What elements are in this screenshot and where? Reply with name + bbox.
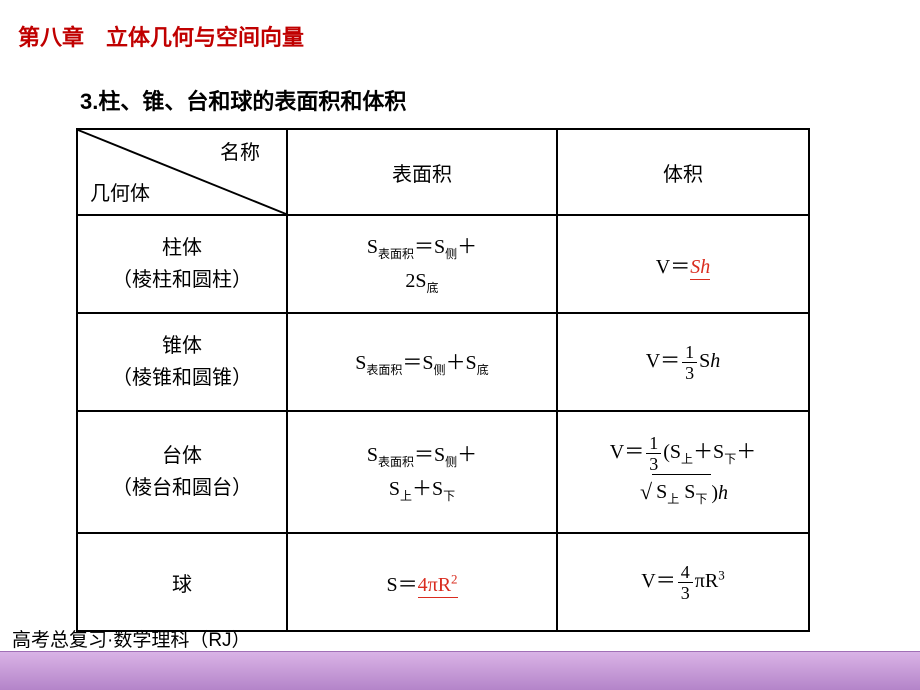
sphere-vol-formula: V＝43πR3 [641, 570, 724, 592]
cylinder-name-1: 柱体 [162, 237, 202, 259]
header-diagonal-cell: 名称 几何体 [77, 129, 287, 215]
table-row: 台体 （棱台和圆台） S表面积＝S侧＋ S上＋S下 V＝13(S上＋S下＋ √S… [77, 411, 809, 533]
cone-vol-cell: V＝13Sh [557, 313, 809, 411]
footer-bar [0, 651, 920, 690]
table-row: 柱体 （棱柱和圆柱） S表面积＝S侧＋2S底 V＝Sh [77, 215, 809, 313]
sphere-area-formula: S＝4πR2 [386, 574, 457, 598]
cone-area-formula: S表面积＝S侧＋S底 [355, 352, 488, 374]
row-name-frustum: 台体 （棱台和圆台） [77, 411, 287, 533]
header-surface-area: 表面积 [287, 129, 557, 215]
table-row: 锥体 （棱锥和圆锥） S表面积＝S侧＋S底 V＝13Sh [77, 313, 809, 411]
row-name-sphere: 球 [77, 533, 287, 631]
table-row: 球 S＝4πR2 V＝43πR3 [77, 533, 809, 631]
frustum-name-2: （棱台和圆台） [112, 477, 252, 499]
frustum-name-1: 台体 [162, 445, 202, 467]
section-title: 3.柱、锥、台和球的表面积和体积 [0, 52, 920, 128]
header-diag-top: 名称 [220, 136, 260, 165]
sphere-name-1: 球 [172, 574, 192, 596]
formula-table-wrap: 名称 几何体 表面积 体积 柱体 （棱柱和圆柱） S表面积＝S侧＋2S底 V＝S… [76, 128, 920, 632]
sphere-vol-cell: V＝43πR3 [557, 533, 809, 631]
footer-text: 高考总复习·数学理科（RJ） [12, 625, 251, 652]
cone-name-2: （棱锥和圆锥） [112, 367, 252, 389]
header-diag-bottom: 几何体 [90, 177, 150, 206]
cylinder-vol-cell: V＝Sh [557, 215, 809, 313]
chapter-title: 第八章 立体几何与空间向量 [0, 0, 920, 52]
frustum-vol-formula: V＝13(S上＋S下＋ √S上 S下)h [610, 441, 756, 504]
cone-vol-formula: V＝13Sh [646, 350, 721, 372]
formula-table: 名称 几何体 表面积 体积 柱体 （棱柱和圆柱） S表面积＝S侧＋2S底 V＝S… [76, 128, 810, 632]
header-volume: 体积 [557, 129, 809, 215]
sphere-area-cell: S＝4πR2 [287, 533, 557, 631]
cylinder-name-2: （棱柱和圆柱） [112, 269, 252, 291]
row-name-cylinder: 柱体 （棱柱和圆柱） [77, 215, 287, 313]
row-name-cone: 锥体 （棱锥和圆锥） [77, 313, 287, 411]
frustum-area-formula: S表面积＝S侧＋ S上＋S下 [367, 444, 477, 500]
cylinder-vol-formula: V＝Sh [656, 256, 710, 280]
cylinder-area-cell: S表面积＝S侧＋2S底 [287, 215, 557, 313]
frustum-area-cell: S表面积＝S侧＋ S上＋S下 [287, 411, 557, 533]
frustum-vol-cell: V＝13(S上＋S下＋ √S上 S下)h [557, 411, 809, 533]
table-header-row: 名称 几何体 表面积 体积 [77, 129, 809, 215]
cone-name-1: 锥体 [162, 335, 202, 357]
cylinder-area-formula: S表面积＝S侧＋2S底 [367, 236, 477, 292]
cone-area-cell: S表面积＝S侧＋S底 [287, 313, 557, 411]
